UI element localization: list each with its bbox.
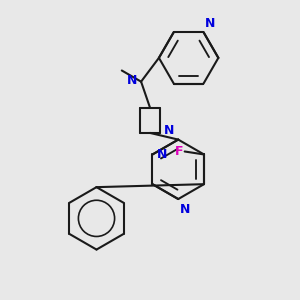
Text: F: F xyxy=(175,145,183,158)
Text: N: N xyxy=(157,148,167,161)
Text: N: N xyxy=(164,124,174,136)
Text: N: N xyxy=(180,202,190,216)
Text: N: N xyxy=(205,17,216,30)
Text: N: N xyxy=(127,74,137,87)
